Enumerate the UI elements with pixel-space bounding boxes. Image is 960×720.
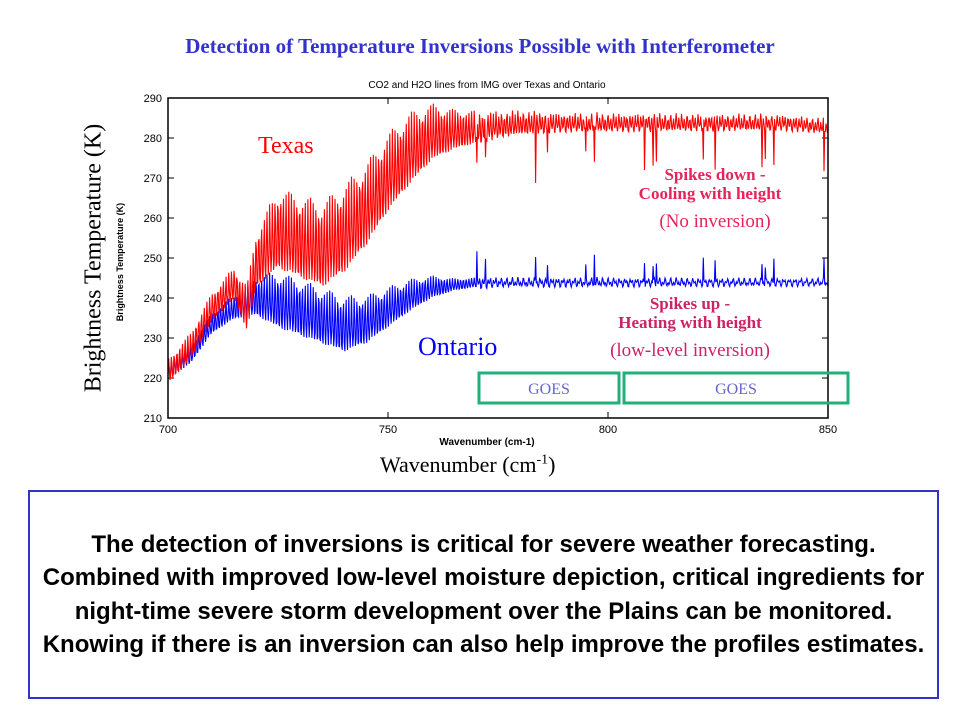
y-tick-label: 290	[144, 93, 162, 105]
series-line-texas	[167, 103, 829, 380]
spikes-down-line2: Cooling with height	[638, 184, 782, 203]
y-tick-label: 230	[144, 333, 162, 345]
y-tick-label: 260	[144, 213, 162, 225]
chart-inner-ylabel: Brightness Temperature (K)	[115, 203, 125, 321]
x-tick-label: 850	[819, 424, 837, 436]
plot-frame	[167, 97, 829, 419]
chart-title: CO2 and H2O lines from IMG over Texas an…	[368, 80, 606, 91]
goes-label-2: GOES	[715, 381, 757, 398]
spikes-up-line2: Heating with height	[618, 313, 762, 332]
spikes-down-line1: Spikes down -	[664, 165, 766, 184]
chart-inner-xlabel: Wavenumber (cm-1)	[439, 437, 534, 448]
low-level-inversion-note: (low-level inversion)	[610, 340, 770, 361]
y-tick-label: 270	[144, 173, 162, 185]
goes-box-2	[622, 371, 850, 405]
spikes-up-line1: Spikes up -	[649, 294, 731, 313]
summary-panel: The detection of inversions is critical …	[28, 490, 939, 699]
y-tick-label: 220	[144, 373, 162, 385]
x-tick-label: 700	[159, 424, 177, 436]
texas-label: Texas	[258, 133, 314, 159]
goes-label-1: GOES	[528, 381, 570, 398]
y-tick-label: 250	[144, 253, 162, 265]
y-tick-label: 240	[144, 293, 162, 305]
x-axis-label: Wavenumber (cm-1)	[380, 452, 556, 477]
slide-title: Detection of Temperature Inversions Poss…	[185, 34, 775, 58]
ontario-label: Ontario	[418, 332, 498, 361]
summary-text: The detection of inversions is critical …	[42, 530, 925, 659]
goes-box-1	[477, 371, 621, 405]
y-tick-label: 280	[144, 133, 162, 145]
series-line-ontario	[167, 251, 829, 377]
x-tick-label: 750	[379, 424, 397, 436]
y-tick-label: 210	[144, 413, 162, 425]
x-tick-label: 800	[599, 424, 617, 436]
no-inversion-note: (No inversion)	[659, 211, 771, 232]
